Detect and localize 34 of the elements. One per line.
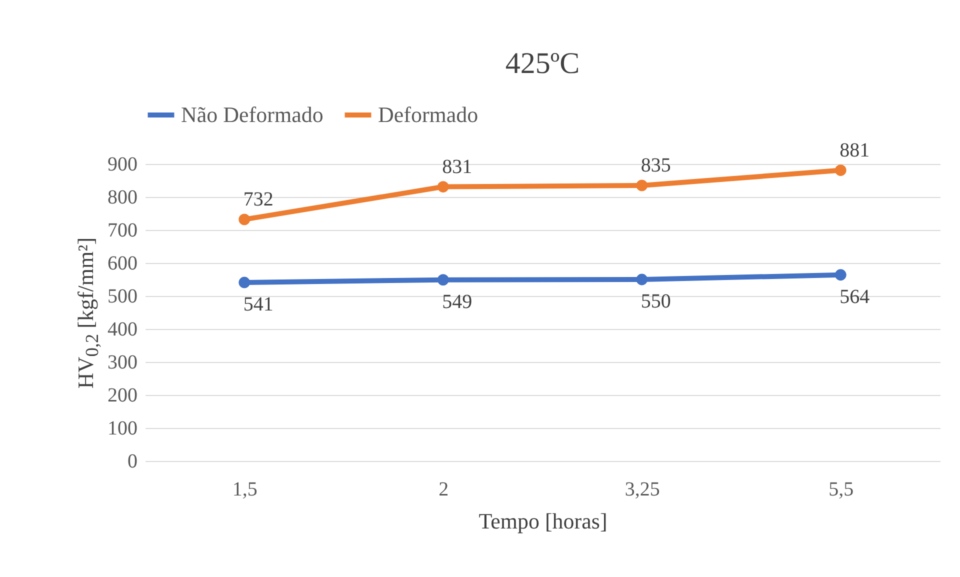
y-tick-label: 700 <box>108 220 138 242</box>
y-tick-label: 900 <box>108 154 138 176</box>
x-tick-label: 5,5 <box>828 478 854 500</box>
data-label: 549 <box>442 290 472 313</box>
y-tick-label: 100 <box>108 418 138 440</box>
y-tick-label: 200 <box>108 384 138 406</box>
data-label: 881 <box>840 139 870 162</box>
point <box>636 180 648 192</box>
data-label: 732 <box>243 188 274 210</box>
data-label: 550 <box>640 290 671 312</box>
x-tick-label: 2 <box>438 478 449 500</box>
point <box>636 274 648 286</box>
data-label: 564 <box>840 286 870 308</box>
data-label: 541 <box>243 293 274 316</box>
point <box>437 181 449 192</box>
data-label: 835 <box>640 154 671 176</box>
legend-label: Deformado <box>378 102 478 127</box>
point <box>238 214 250 226</box>
y-tick-label: 0 <box>128 450 138 472</box>
y-tick-label: 300 <box>108 352 138 374</box>
point <box>437 274 449 286</box>
y-tick-label: 500 <box>108 286 138 308</box>
x-axis-title: Tempo [horas] <box>478 508 608 534</box>
point <box>834 164 846 176</box>
y-tick-label: 600 <box>108 252 138 274</box>
x-tick-label: 3,25 <box>624 478 660 500</box>
chart-title: 425ºC <box>505 47 580 80</box>
point <box>238 276 250 288</box>
y-tick-label: 800 <box>108 186 138 208</box>
point <box>834 269 846 281</box>
x-tick-label: 1,5 <box>232 478 258 500</box>
y-tick-label: 400 <box>108 318 138 340</box>
data-label: 831 <box>442 156 472 178</box>
legend-label: Não Deformado <box>181 102 324 127</box>
